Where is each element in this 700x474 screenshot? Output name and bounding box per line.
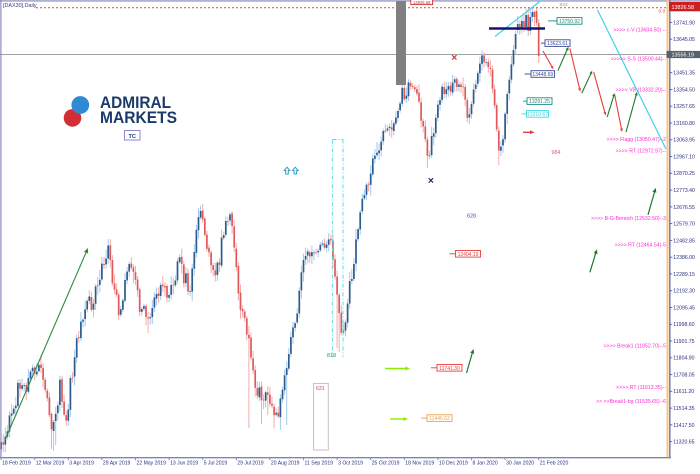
svg-text:13257.65: 13257.65 [673, 104, 695, 110]
svg-text:11 Sep 2019: 11 Sep 2019 [305, 460, 334, 466]
svg-text:11320.65: 11320.65 [673, 440, 694, 446]
svg-text:18 Feb 2019: 18 Feb 2019 [2, 460, 31, 466]
svg-text:13826.58: 13826.58 [672, 5, 694, 11]
svg-text:11417.50: 11417.50 [673, 423, 694, 429]
svg-text:20 Aug 2019: 20 Aug 2019 [271, 460, 300, 466]
svg-text:631: 631 [316, 386, 325, 392]
svg-text:12967.10: 12967.10 [673, 155, 695, 161]
svg-text:818: 818 [327, 353, 336, 359]
svg-text:29 Jul 2019: 29 Jul 2019 [237, 460, 264, 466]
svg-text:833: 833 [560, 2, 568, 8]
svg-text:0.0: 0.0 [659, 9, 666, 15]
svg-text:13556.19: 13556.19 [672, 53, 694, 59]
svg-text:11998.60: 11998.60 [673, 322, 694, 328]
svg-text:13448.69: 13448.69 [532, 72, 553, 78]
svg-text:30 Jan 2020: 30 Jan 2020 [506, 460, 534, 466]
svg-text:13451.35: 13451.35 [673, 71, 695, 77]
svg-text:TC: TC [128, 134, 135, 140]
svg-text:12870.25: 12870.25 [673, 171, 695, 177]
svg-text:18 Nov 2019: 18 Nov 2019 [405, 460, 434, 466]
svg-text:>>>> RT (12972.97)--: >>>> RT (12972.97)-- [616, 149, 667, 155]
svg-text:11708.05: 11708.05 [673, 373, 694, 379]
svg-text:13210.67: 13210.67 [527, 112, 548, 118]
svg-text:11901.75: 11901.75 [673, 339, 694, 345]
svg-text:984: 984 [552, 150, 561, 156]
svg-text:13623.61: 13623.61 [547, 41, 568, 47]
svg-text:12579.70: 12579.70 [673, 222, 695, 228]
svg-text:>>>> c-V (13604.50) --: >>>> c-V (13604.50) -- [613, 28, 666, 34]
svg-text:29 Apr 2019: 29 Apr 2019 [103, 460, 131, 466]
svg-text:12192.30: 12192.30 [673, 289, 695, 295]
svg-text:13 Jun 2019: 13 Jun 2019 [170, 460, 198, 466]
svg-text:13741.90: 13741.90 [673, 20, 695, 26]
svg-text:[DAX30],Daily: [DAX30],Daily [3, 3, 37, 9]
svg-text:11514.35: 11514.35 [673, 406, 694, 412]
svg-text:5 Jul 2019: 5 Jul 2019 [204, 460, 228, 466]
svg-text:11611.20: 11611.20 [673, 389, 694, 395]
svg-text:>>>> VB (13332.20)--: >>>> VB (13332.20)-- [616, 88, 667, 94]
svg-text:11804.90: 11804.90 [673, 356, 694, 362]
svg-text:8 Jan 2020: 8 Jan 2020 [473, 460, 498, 466]
svg-text:13063.95: 13063.95 [673, 138, 695, 144]
svg-text:12289.15: 12289.15 [673, 272, 695, 278]
svg-text:3 Oct 2019: 3 Oct 2019 [338, 460, 363, 466]
svg-text:>>>> B-G-Bereich (12532.50)--3: >>>> B-G-Bereich (12532.50)--3 [591, 216, 666, 222]
svg-text:22 May 2019: 22 May 2019 [137, 460, 167, 466]
svg-text:>>>> Break1 (11852.70)--5: >>>> Break1 (11852.70)--5 [604, 343, 667, 349]
svg-text:13160.80: 13160.80 [673, 121, 695, 127]
svg-text:12482.85: 12482.85 [673, 238, 695, 244]
svg-text:12404.19: 12404.19 [458, 252, 479, 258]
svg-text:>>>> RT (12464.54)-5: >>>> RT (12464.54)-5 [615, 243, 667, 249]
svg-text:>>>> Flagg (13050.47)--2: >>>> Flagg (13050.47)--2 [607, 137, 667, 143]
svg-text:12386.00: 12386.00 [673, 255, 695, 261]
svg-text:21 Feb 2020: 21 Feb 2020 [540, 460, 569, 466]
svg-text:12 Mar 2019: 12 Mar 2019 [36, 460, 65, 466]
svg-text:13750.92: 13750.92 [559, 19, 580, 25]
svg-text:3 Apr 2019: 3 Apr 2019 [69, 460, 94, 466]
svg-text:628: 628 [467, 214, 476, 220]
svg-text:>> >>Break1-bg (11535.65)--6: >> >>Break1-bg (11535.65)--6 [596, 399, 666, 405]
svg-text:11446.62: 11446.62 [429, 416, 450, 422]
svg-text:12095.45: 12095.45 [673, 305, 695, 311]
svg-text:13826.58: 13826.58 [413, 0, 431, 5]
svg-text:13645.05: 13645.05 [673, 37, 695, 43]
svg-text:10 Dec 2019: 10 Dec 2019 [439, 460, 468, 466]
svg-text:12676.55: 12676.55 [673, 205, 695, 211]
svg-text:13291.25: 13291.25 [529, 99, 550, 105]
svg-text:>>>> RT (11613.35)--: >>>> RT (11613.35)-- [616, 385, 666, 391]
svg-text:13354.50: 13354.50 [673, 87, 695, 93]
svg-text:MARKETS: MARKETS [100, 108, 177, 127]
svg-text:12773.40: 12773.40 [673, 188, 695, 194]
svg-text:>>>>> S-S (13500.44)--: >>>>> S-S (13500.44)-- [611, 57, 666, 63]
svg-text:25 Oct 2019: 25 Oct 2019 [372, 460, 400, 466]
svg-text:11741.30: 11741.30 [439, 366, 460, 372]
